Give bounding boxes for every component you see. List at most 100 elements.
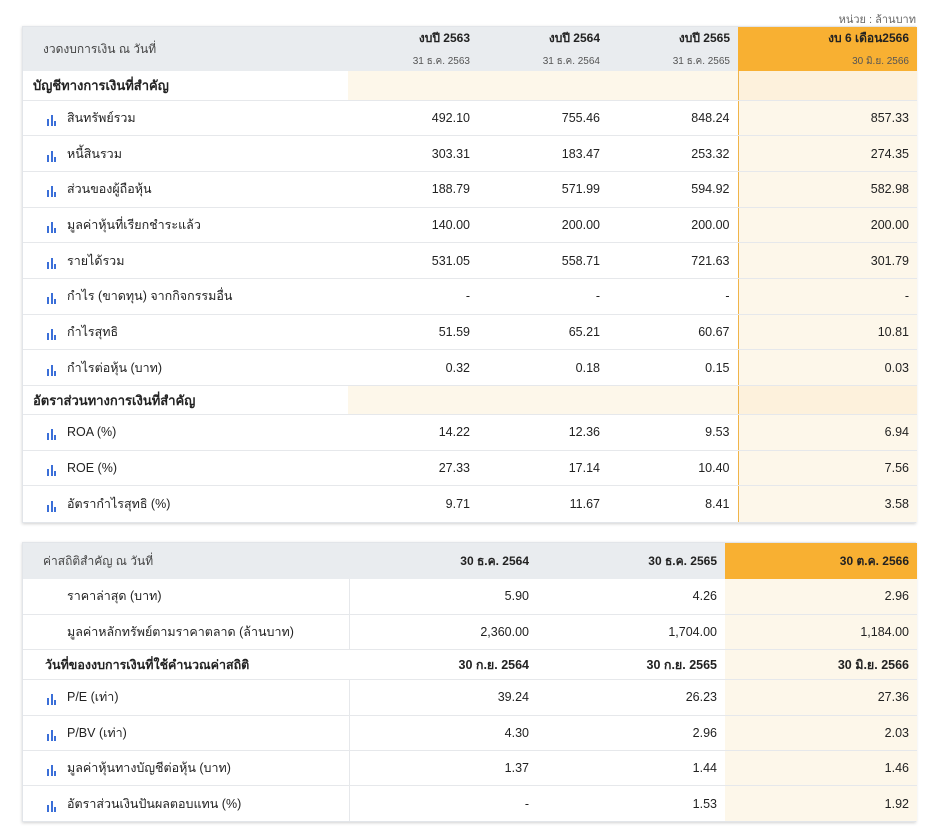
row-label-text: มูลค่าหุ้นทางบัญชีต่อหุ้น (บาท)	[67, 761, 231, 776]
value-cell: 10.40	[608, 450, 738, 487]
value-cell: 571.99	[478, 171, 608, 208]
bar-chart-icon[interactable]	[47, 426, 59, 441]
value-cell: 60.67	[608, 314, 738, 351]
value-cell: 4.30	[349, 715, 537, 752]
financial-summary-table: งวดงบการเงิน ณ วันที่ งบปี 2563 31 ธ.ค. …	[23, 27, 917, 522]
period-column-header: งบปี 2563 31 ธ.ค. 2563	[348, 27, 478, 71]
row-label: กำไรสุทธิ	[23, 314, 348, 351]
value-cell: 12.36	[478, 414, 608, 451]
row-label: มูลค่าหุ้นทางบัญชีต่อหุ้น (บาท)	[23, 750, 350, 787]
value-cell: 1,704.00	[537, 614, 725, 651]
bar-chart-icon[interactable]	[47, 462, 59, 477]
value-cell: 531.05	[348, 242, 478, 279]
value-cell: 17.14	[478, 450, 608, 487]
value-cell: -	[348, 278, 478, 315]
row-label-text: กำไร (ขาดทุน) จากกิจกรรมอื่น	[67, 289, 233, 304]
value-cell: 200.00	[608, 207, 738, 244]
section-header-row: บัญชีทางการเงินที่สำคัญ	[23, 71, 917, 101]
table-row: กำไร (ขาดทุน) จากกิจกรรมอื่น - - - -	[23, 278, 917, 315]
value-cell: 5.90	[349, 579, 537, 615]
table-row: P/BV (เท่า) 4.30 2.96 2.03	[23, 715, 917, 752]
value-cell: 200.00	[737, 207, 917, 244]
table-row: มูลค่าหุ้นทางบัญชีต่อหุ้น (บาท) 1.37 1.44 1…	[23, 750, 917, 787]
row-label: สินทรัพย์รวม	[23, 100, 348, 137]
row-label: รายได้รวม	[23, 242, 348, 279]
value-cell: 857.33	[737, 100, 917, 137]
financial-summary-card: งวดงบการเงิน ณ วันที่ งบปี 2563 31 ธ.ค. …	[22, 26, 917, 523]
bar-chart-icon[interactable]	[47, 112, 59, 126]
row-label: กำไรต่อหุ้น (บาท)	[23, 349, 348, 386]
bar-chart-icon[interactable]	[47, 798, 59, 812]
value-cell: 8.41	[705, 496, 730, 511]
bar-chart-icon[interactable]	[47, 727, 59, 741]
value-cell: 26.23	[537, 679, 725, 716]
table-row: หนี้สินรวม 303.31 183.47 253.32 274.35	[23, 135, 917, 172]
section-date: 30 มิ.ย. 2566	[725, 649, 917, 681]
value-cell: 0.15	[608, 349, 738, 386]
row-label-text: สินทรัพย์รวม	[67, 110, 136, 125]
row-label-text: P/BV (เท่า)	[67, 725, 127, 740]
value-cell: 27.33	[348, 450, 478, 487]
row-label: P/BV (เท่า)	[23, 715, 350, 752]
bar-chart-icon[interactable]	[47, 290, 59, 305]
value-cell: 10.81	[737, 314, 917, 351]
value-cell: 188.79	[348, 171, 478, 208]
value-cell: 848.24	[608, 100, 738, 137]
value-cell: 0.03	[737, 349, 917, 386]
bar-chart-icon[interactable]	[47, 691, 59, 706]
section-date: 30 ก.ย. 2564	[349, 649, 537, 681]
value-cell: 27.36	[725, 679, 917, 716]
table-row: กำไรสุทธิ 51.59 65.21 60.67 10.81	[23, 314, 917, 351]
bar-chart-icon[interactable]	[47, 219, 59, 233]
row-label-text: รายได้รวม	[67, 253, 125, 268]
value-cell: 1,184.00	[725, 614, 917, 651]
section-title: อัตราส่วนทางการเงินที่สำคัญ	[23, 385, 348, 415]
row-label-text: กำไรต่อหุ้น (บาท)	[67, 360, 162, 375]
value-cell: 1.53	[692, 796, 717, 811]
section-date: 30 ก.ย. 2565	[537, 649, 725, 681]
statistics-card: ค่าสถิติสำคัญ ณ วันที่ 30 ธ.ค. 2564 30 ธ…	[22, 542, 917, 823]
period-header-label: งวดงบการเงิน ณ วันที่	[23, 27, 348, 71]
value-cell: 140.00	[348, 207, 478, 244]
value-cell: 274.35	[737, 135, 917, 172]
bar-chart-icon[interactable]	[47, 498, 59, 512]
bar-chart-icon[interactable]	[47, 255, 59, 269]
table-row: มูลค่าหุ้นที่เรียกชำระแล้ว 140.00 200.00 20…	[23, 207, 917, 244]
value-cell: -	[478, 278, 608, 315]
statistics-table: ค่าสถิติสำคัญ ณ วันที่ 30 ธ.ค. 2564 30 ธ…	[23, 543, 917, 822]
table-header-row: งวดงบการเงิน ณ วันที่ งบปี 2563 31 ธ.ค. …	[23, 27, 917, 71]
period-column-header: งบปี 2565 31 ธ.ค. 2565	[608, 27, 738, 71]
row-label-text: อัตรากำไรสุทธิ (%)	[67, 496, 171, 511]
value-cell: 7.56	[737, 450, 917, 487]
bar-chart-icon[interactable]	[47, 148, 59, 162]
value-cell: 2.96	[537, 715, 725, 752]
table-row: อัตรากำไรสุทธิ (%) 9.71 11.67 8.41 3.58	[23, 485, 917, 522]
value-cell: 1.37	[349, 750, 537, 787]
period-column-header: งบปี 2564 31 ธ.ค. 2564	[478, 27, 608, 71]
value-cell: 200.00	[478, 207, 608, 244]
bar-chart-icon[interactable]	[47, 183, 59, 198]
unit-note: หน่วย : ล้านบาท	[838, 14, 916, 26]
value-cell: 1.46	[725, 750, 917, 787]
value-cell: 2.03	[725, 715, 917, 752]
value-cell: 253.32	[608, 135, 738, 172]
value-cell: 183.47	[478, 135, 608, 172]
value-cell: 51.59	[348, 314, 478, 351]
value-cell: 14.22	[348, 414, 478, 451]
row-label-text: มูลค่าหุ้นที่เรียกชำระแล้ว	[67, 217, 201, 232]
row-label-text: ราคาล่าสุด (บาท)	[67, 589, 162, 604]
table-row: กำไรต่อหุ้น (บาท) 0.32 0.18 0.15 0.03	[23, 349, 917, 386]
bar-chart-icon[interactable]	[47, 762, 59, 777]
value-cell: 558.71	[478, 242, 608, 279]
value-cell: 1.92	[725, 785, 917, 822]
bar-chart-icon[interactable]	[47, 326, 59, 340]
value-cell: 755.46	[478, 100, 608, 137]
value-cell: 594.92	[608, 171, 738, 208]
value-cell: 0.18	[478, 349, 608, 386]
value-cell: 9.71	[445, 496, 470, 511]
section-title: วันที่ของงบการเงินที่ใช้คำนวณค่าสถิติ	[23, 649, 349, 681]
value-cell: 6.94	[737, 414, 917, 451]
value-cell: 4.26	[537, 579, 725, 615]
row-label: อัตรากำไรสุทธิ (%)	[23, 486, 348, 522]
bar-chart-icon[interactable]	[47, 362, 59, 376]
